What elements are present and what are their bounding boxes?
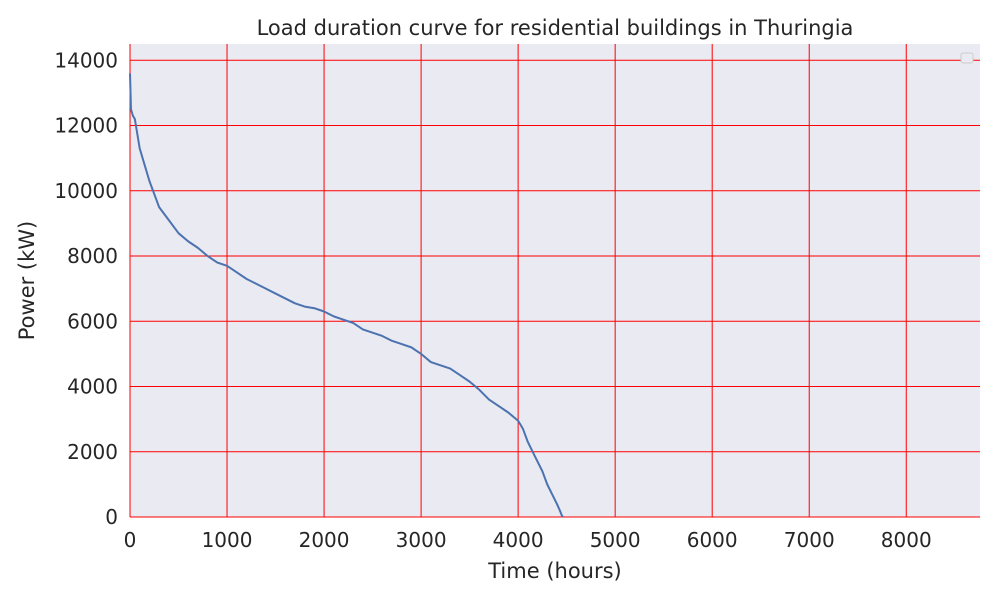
x-tick-label: 6000 [687, 528, 738, 552]
y-tick-label: 2000 [67, 440, 118, 464]
y-axis-ticks: 0 2000 4000 6000 8000 10000 12000 14000 [54, 48, 118, 529]
y-tick-label: 14000 [54, 48, 118, 72]
x-tick-label: 5000 [590, 528, 641, 552]
x-tick-label: 3000 [396, 528, 447, 552]
y-tick-label: 6000 [67, 309, 118, 333]
x-tick-label: 1000 [202, 528, 253, 552]
y-tick-label: 10000 [54, 179, 118, 203]
grid-lines [129, 44, 980, 518]
x-tick-label: 2000 [299, 528, 350, 552]
plot-area [130, 44, 980, 517]
x-axis-ticks: 0 1000 2000 3000 4000 5000 6000 7000 8000 [124, 528, 932, 552]
x-tick-label: 7000 [784, 528, 835, 552]
legend-box [960, 52, 974, 64]
y-axis-label: Power (kW) [15, 221, 39, 340]
series-line-1 [129, 73, 564, 518]
x-tick-label: 0 [124, 528, 137, 552]
data-lines [129, 73, 564, 518]
y-tick-label: 12000 [54, 114, 118, 138]
x-tick-label: 8000 [881, 528, 932, 552]
y-tick-label: 0 [105, 505, 118, 529]
x-axis-label: Time (hours) [487, 559, 622, 583]
y-tick-label: 8000 [67, 244, 118, 268]
chart-title: Load duration curve for residential buil… [257, 16, 854, 40]
y-tick-label: 4000 [67, 375, 118, 399]
x-tick-label: 4000 [493, 528, 544, 552]
